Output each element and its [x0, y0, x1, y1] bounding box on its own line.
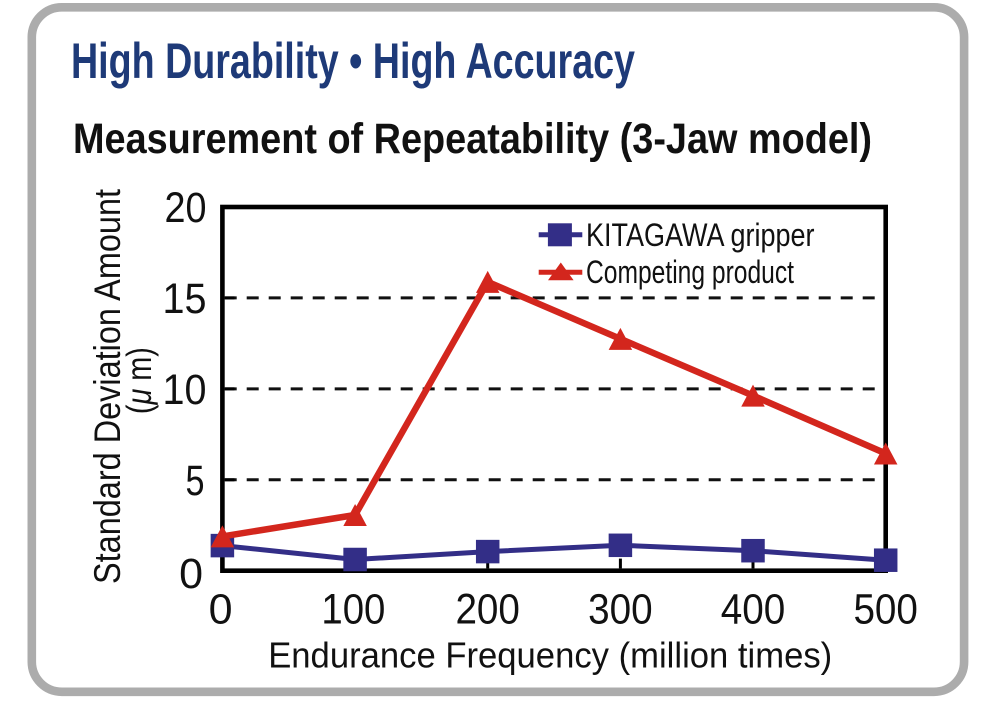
svg-text:500: 500: [853, 586, 918, 634]
svg-text:300: 300: [588, 586, 653, 634]
svg-text:Standard Deviation Amount: Standard Deviation Amount: [87, 188, 128, 584]
svg-text:Competing product: Competing product: [586, 254, 794, 290]
svg-text:400: 400: [721, 586, 786, 634]
svg-text:0: 0: [179, 550, 203, 598]
svg-text:Endurance Frequency (million t: Endurance Frequency (million times): [268, 634, 832, 675]
svg-text:15: 15: [163, 275, 207, 323]
svg-text:100: 100: [321, 586, 385, 634]
svg-text:High Durability • High Accurac: High Durability • High Accuracy: [71, 33, 635, 89]
svg-text:200: 200: [455, 586, 520, 634]
svg-text:(μ m): (μ m): [120, 347, 159, 414]
svg-text:Measurement of Repeatability (: Measurement of Repeatability (3-Jaw mode…: [73, 116, 872, 163]
svg-text:KITAGAWA gripper: KITAGAWA gripper: [586, 217, 815, 253]
svg-text:0: 0: [209, 586, 233, 634]
svg-text:5: 5: [186, 457, 205, 505]
svg-text:20: 20: [165, 184, 207, 232]
svg-text:10: 10: [163, 366, 207, 414]
